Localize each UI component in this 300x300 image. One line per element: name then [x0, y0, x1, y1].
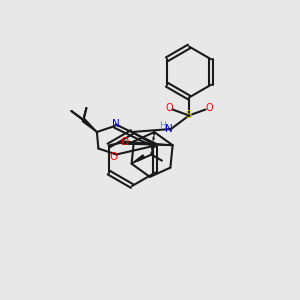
Polygon shape: [132, 155, 144, 164]
Polygon shape: [122, 141, 172, 145]
Text: O: O: [205, 103, 213, 113]
Text: H: H: [159, 121, 166, 130]
Text: N: N: [112, 118, 120, 129]
Text: N: N: [165, 124, 172, 134]
Text: O: O: [110, 152, 118, 162]
Text: O: O: [120, 136, 129, 147]
Text: S: S: [186, 110, 192, 121]
Text: O: O: [165, 103, 173, 113]
Polygon shape: [82, 119, 97, 132]
